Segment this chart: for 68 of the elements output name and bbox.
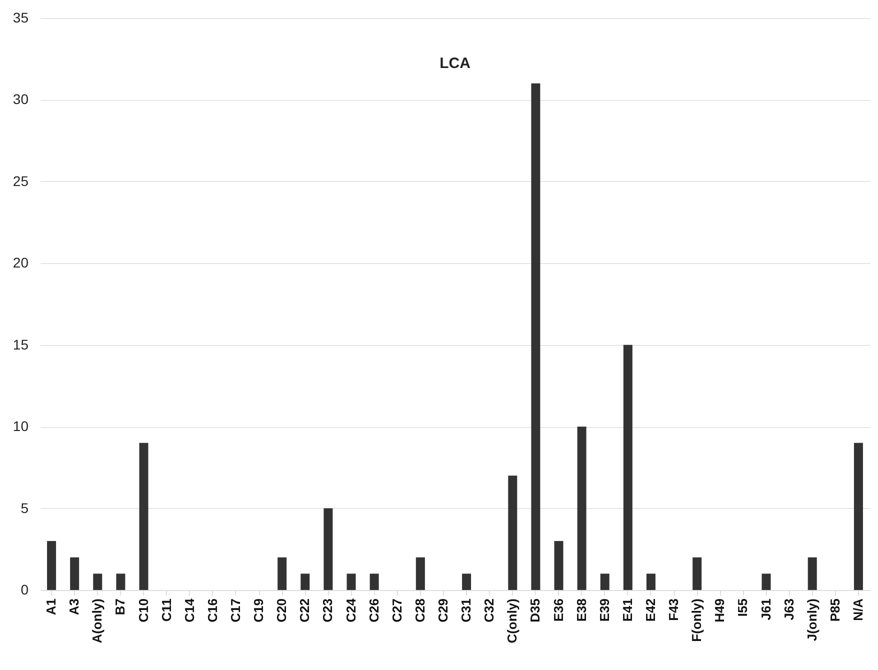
x-tick-label: C10 [136, 598, 151, 622]
y-tick-label: 30 [12, 91, 29, 108]
bar [531, 83, 540, 590]
x-tick-label: I55 [735, 598, 750, 617]
bar [554, 540, 564, 590]
x-tick-label: D35 [528, 598, 543, 622]
y-tick-label: 10 [12, 418, 29, 434]
x-tick-label: A3 [66, 598, 82, 616]
bar [278, 557, 287, 590]
x-tick-label: J(only) [804, 598, 820, 642]
bar [416, 557, 425, 590]
x-tick-label: B7 [112, 598, 128, 616]
bar [346, 574, 356, 590]
y-tick-label: 15 [12, 336, 29, 352]
x-tick-label: A(only) [90, 598, 105, 644]
x-tick-label: C31 [458, 598, 474, 622]
y-tick-label: 25 [12, 172, 29, 189]
bar [47, 540, 56, 590]
x-tick-label: N/A [850, 598, 866, 621]
x-tick-label: J63 [781, 598, 796, 620]
x-tick-label: H49 [712, 598, 728, 622]
x-tick-label: C32 [482, 598, 497, 622]
x-tick-label: C(only) [504, 598, 520, 644]
bar [139, 442, 148, 590]
y-tick-label: 0 [20, 582, 29, 598]
y-tick-label: 5 [20, 500, 29, 516]
x-tick-label: C26 [366, 598, 382, 622]
bar [116, 574, 126, 590]
x-tick-label: E36 [550, 598, 566, 622]
bar [370, 574, 379, 590]
x-tick-label: E42 [642, 598, 658, 622]
bar [324, 508, 333, 590]
bar [508, 476, 518, 590]
x-tick-label: F(only) [689, 598, 704, 642]
y-tick-label: 35 [12, 10, 29, 26]
x-tick-label: C22 [297, 598, 312, 622]
bar [70, 557, 80, 590]
bar [623, 344, 632, 590]
x-tick-label: F43 [666, 598, 682, 621]
x-tick-label: C11 [158, 598, 174, 622]
x-tick-label: C29 [435, 598, 450, 622]
x-tick-label: C27 [389, 598, 404, 622]
bar [600, 574, 610, 590]
x-tick-label: C19 [251, 598, 266, 622]
x-tick-label: C14 [182, 598, 197, 622]
x-tick-label: C20 [274, 598, 290, 622]
x-tick-label: C17 [228, 598, 243, 622]
bar [646, 574, 656, 590]
bar [577, 426, 586, 590]
x-tick-label: J61 [758, 598, 774, 620]
bar [462, 574, 472, 590]
bar [808, 557, 817, 590]
x-tick-label: P85 [827, 598, 842, 622]
x-tick-label: C28 [412, 598, 428, 622]
y-tick-label: 20 [12, 254, 29, 271]
x-tick-label: C23 [320, 598, 336, 622]
bar [692, 557, 702, 590]
text: LCA [440, 55, 471, 72]
x-tick-label: E41 [620, 598, 635, 622]
x-tick-label: C16 [204, 598, 220, 622]
x-tick-label: C24 [343, 598, 358, 622]
x-tick-label: E38 [574, 598, 589, 622]
bar [300, 574, 310, 590]
x-tick-label: E39 [596, 598, 612, 622]
bar [762, 574, 771, 590]
bar [854, 442, 863, 590]
x-tick-label: A1 [44, 598, 59, 616]
bar [93, 574, 102, 590]
